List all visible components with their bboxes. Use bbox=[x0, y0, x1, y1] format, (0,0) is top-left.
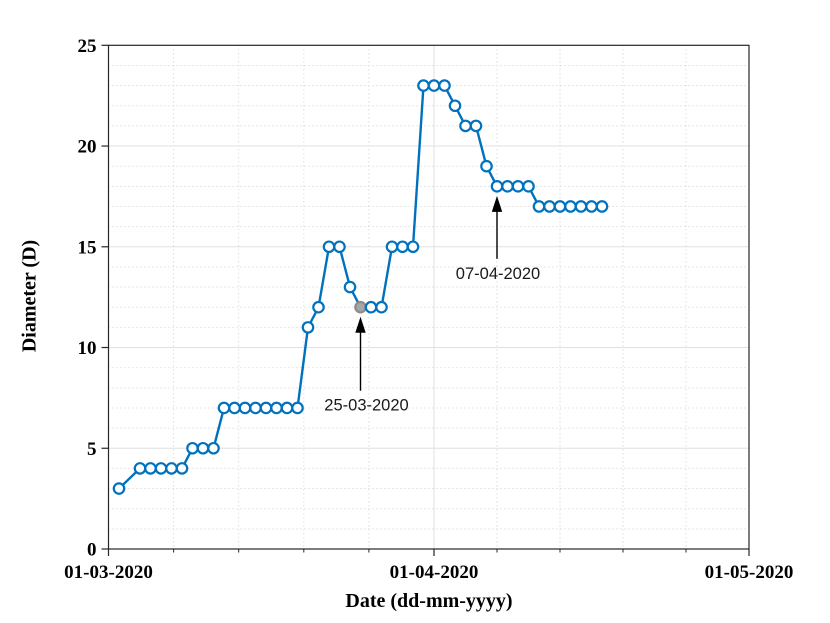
y-tick-label: 0 bbox=[87, 540, 97, 561]
y-tick-label: 15 bbox=[78, 237, 97, 258]
x-tick-label: 01-04-2020 bbox=[390, 562, 479, 583]
data-point-marker bbox=[574, 200, 588, 213]
data-point-marker bbox=[543, 200, 556, 213]
data-point-marker bbox=[186, 441, 199, 455]
data-point-marker bbox=[448, 99, 462, 113]
data-point-marker bbox=[438, 79, 451, 92]
data-point-marker bbox=[490, 180, 504, 193]
y-axis-title: Diameter (D) bbox=[18, 239, 41, 353]
x-axis-title: Date (dd-mm-yyyy) bbox=[345, 590, 513, 612]
annotation-arrowhead bbox=[491, 195, 503, 212]
data-point-marker bbox=[469, 119, 483, 133]
data-point-marker bbox=[249, 401, 262, 415]
data-point-marker bbox=[238, 401, 252, 415]
data-point-marker bbox=[322, 240, 336, 254]
y-tick-label: 20 bbox=[78, 137, 97, 158]
data-point-marker bbox=[385, 240, 399, 254]
data-point-marker bbox=[364, 300, 378, 314]
data-point-marker bbox=[459, 119, 472, 133]
data-point-marker bbox=[270, 401, 283, 415]
data-point-marker bbox=[375, 300, 388, 314]
data-point-marker bbox=[532, 200, 546, 213]
data-point-marker bbox=[228, 401, 241, 415]
data-point-marker bbox=[175, 462, 189, 475]
data-point-marker bbox=[165, 462, 178, 475]
data-point-marker bbox=[133, 462, 147, 475]
data-point-marker bbox=[196, 441, 210, 455]
y-tick-label: 5 bbox=[87, 439, 97, 460]
x-tick-label: 01-05-2020 bbox=[705, 562, 794, 583]
data-point-marker bbox=[217, 401, 231, 415]
data-point-marker bbox=[301, 321, 315, 334]
data-point-marker bbox=[585, 200, 598, 213]
y-tick-label: 10 bbox=[78, 338, 97, 359]
plot-box bbox=[107, 44, 750, 550]
data-point-marker bbox=[511, 180, 525, 193]
annotation-label: 25-03-2020 bbox=[324, 397, 408, 415]
data-point-marker bbox=[427, 79, 441, 92]
data-point-marker bbox=[312, 300, 325, 314]
data-point-marker bbox=[522, 180, 535, 193]
annotation-label: 07-04-2020 bbox=[456, 265, 540, 283]
data-point-marker bbox=[207, 441, 220, 455]
x-tick-label: 01-03-2020 bbox=[64, 562, 153, 583]
data-point-marker bbox=[112, 482, 126, 495]
highlighted-data-point-marker bbox=[354, 300, 367, 314]
data-point-marker bbox=[595, 200, 609, 213]
data-point-marker bbox=[343, 280, 357, 294]
data-point-marker bbox=[417, 79, 430, 92]
data-point-marker bbox=[154, 462, 168, 475]
data-point-marker bbox=[553, 200, 567, 213]
data-point-marker bbox=[291, 401, 304, 415]
data-point-marker bbox=[144, 462, 157, 475]
annotation-arrowhead bbox=[355, 316, 366, 333]
data-point-marker bbox=[406, 240, 420, 254]
data-point-marker bbox=[501, 180, 514, 193]
data-point-marker bbox=[564, 200, 577, 213]
data-point-marker bbox=[280, 401, 294, 415]
data-point-marker bbox=[259, 401, 273, 415]
data-point-marker bbox=[480, 159, 493, 173]
data-point-marker bbox=[333, 240, 346, 254]
y-tick-label: 25 bbox=[78, 36, 97, 57]
data-point-marker bbox=[396, 240, 409, 254]
